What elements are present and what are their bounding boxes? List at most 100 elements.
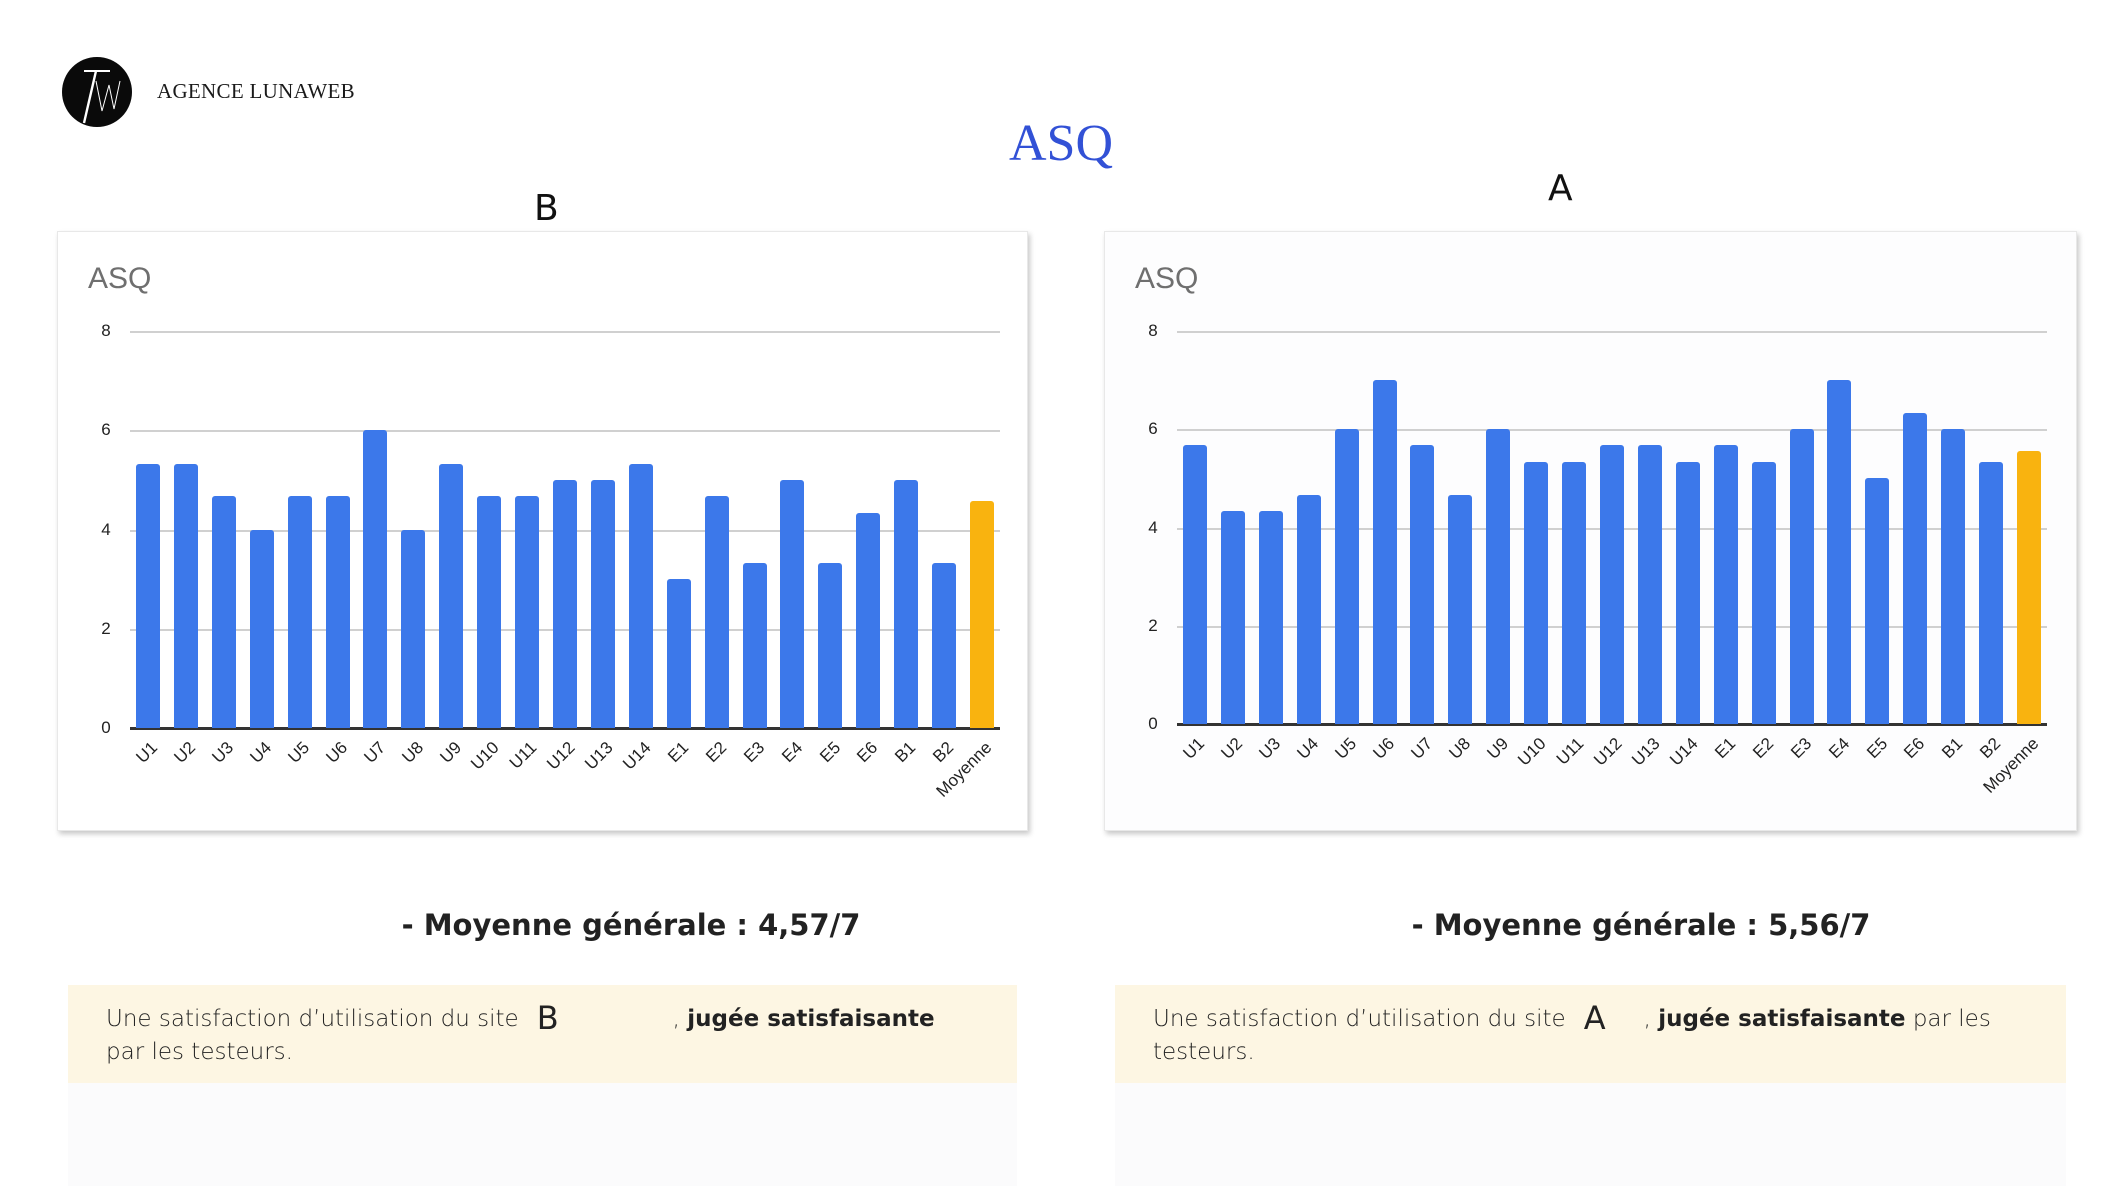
x-tick-label: U7 bbox=[1407, 734, 1436, 763]
x-tick-label: E5 bbox=[815, 738, 844, 767]
bar-slot: U1 bbox=[133, 331, 161, 767]
bar[interactable] bbox=[363, 430, 388, 728]
bar-slot: U14 bbox=[1666, 331, 1701, 769]
bar-slot: B1 bbox=[1938, 331, 1967, 762]
bar[interactable] bbox=[1183, 445, 1207, 724]
x-tick-label: U14 bbox=[1665, 734, 1702, 770]
bar[interactable] bbox=[136, 463, 160, 728]
bar-slot: U7 bbox=[1407, 331, 1436, 763]
gridline bbox=[130, 331, 1000, 333]
bar[interactable] bbox=[1296, 494, 1321, 724]
bar-slot: E4 bbox=[778, 331, 806, 766]
note-suffix: par les testeurs. bbox=[1153, 1006, 1991, 1065]
bar-slot: U3 bbox=[1255, 331, 1284, 763]
bar[interactable] bbox=[1372, 380, 1397, 724]
bar[interactable] bbox=[742, 562, 767, 728]
bar[interactable] bbox=[1334, 429, 1359, 724]
average-bar[interactable] bbox=[2016, 450, 2041, 724]
bar[interactable] bbox=[780, 479, 805, 728]
bar[interactable] bbox=[628, 463, 653, 728]
bar-slot: U8 bbox=[1445, 331, 1474, 763]
bar[interactable] bbox=[1410, 445, 1435, 724]
bar[interactable] bbox=[1713, 445, 1738, 724]
conclusion-note-a: Une satisfaction d’utilisation du site A,… bbox=[1115, 985, 2066, 1083]
bar-slot: E4 bbox=[1825, 331, 1853, 762]
bar[interactable] bbox=[1903, 413, 1928, 724]
bar[interactable] bbox=[1941, 429, 1966, 724]
bar[interactable] bbox=[1979, 462, 2004, 724]
bar[interactable] bbox=[1751, 462, 1776, 724]
bar[interactable] bbox=[1486, 429, 1511, 724]
note-emphasis: jugée satisfaisante bbox=[687, 1006, 935, 1032]
bar[interactable] bbox=[401, 529, 426, 728]
average-bar[interactable] bbox=[969, 501, 994, 728]
bar-slot: U8 bbox=[398, 331, 427, 767]
chart-title: ASQ bbox=[88, 262, 152, 295]
chart-card-b: ASQ 0 2 4 6 8 U1 U2 U3 U4 U5 U6 U7 U8 U9 U10 U11 U12 U13 U… bbox=[57, 231, 1028, 831]
bar-slot: U9 bbox=[436, 331, 465, 767]
bar-slot: B2 bbox=[1976, 331, 2004, 762]
bar[interactable] bbox=[1675, 462, 1700, 724]
bar-slot: U13 bbox=[581, 331, 616, 773]
bar[interactable] bbox=[1524, 462, 1549, 724]
bar[interactable] bbox=[1220, 511, 1245, 724]
bar[interactable] bbox=[173, 463, 198, 728]
x-tick-label: U13 bbox=[580, 738, 617, 774]
x-tick-label: U11 bbox=[1552, 734, 1588, 769]
x-tick-label: B2 bbox=[929, 738, 958, 767]
note-emphasis: jugée satisfaisante bbox=[1658, 1006, 1906, 1032]
bar[interactable] bbox=[818, 562, 843, 728]
conclusion-note-b: Une satisfaction d’utilisation du site B,… bbox=[68, 985, 1017, 1083]
bar-slot: U11 bbox=[1553, 331, 1587, 769]
bar[interactable] bbox=[287, 496, 312, 728]
note-text: Une satisfaction d’utilisation du site bbox=[1153, 1006, 1566, 1032]
bar[interactable] bbox=[477, 496, 502, 728]
x-tick-label: U11 bbox=[505, 738, 541, 773]
x-tick-label: E4 bbox=[1824, 734, 1853, 763]
bar-slot: U10 bbox=[467, 331, 503, 773]
bar-slot: E1 bbox=[1711, 331, 1739, 762]
bar-slot: U13 bbox=[1628, 331, 1663, 769]
bar[interactable] bbox=[1599, 445, 1624, 724]
bar-slot: U4 bbox=[246, 331, 275, 767]
bar-slot: U7 bbox=[360, 331, 389, 767]
x-axis-line bbox=[130, 727, 1000, 730]
x-tick-label: B1 bbox=[891, 738, 920, 767]
x-tick-label: E6 bbox=[853, 738, 882, 767]
bar-slot: E3 bbox=[1787, 331, 1815, 762]
gridline bbox=[1177, 331, 2047, 333]
x-tick-label: U7 bbox=[360, 738, 389, 767]
x-tick-label: E2 bbox=[701, 738, 731, 767]
bar[interactable] bbox=[439, 463, 464, 728]
bar[interactable] bbox=[249, 529, 274, 728]
bar[interactable] bbox=[211, 496, 236, 728]
bar[interactable] bbox=[1865, 478, 1890, 724]
bar[interactable] bbox=[1637, 445, 1662, 724]
y-tick-label: 4 bbox=[101, 519, 111, 539]
bar[interactable] bbox=[1789, 429, 1814, 724]
bar[interactable] bbox=[325, 496, 350, 728]
x-tick-label: U8 bbox=[397, 738, 427, 767]
bar[interactable] bbox=[1258, 511, 1283, 724]
bar[interactable] bbox=[1827, 380, 1852, 724]
bar[interactable] bbox=[704, 496, 729, 728]
bar[interactable] bbox=[1562, 462, 1587, 724]
bar[interactable] bbox=[590, 479, 615, 728]
bar[interactable] bbox=[515, 496, 540, 728]
x-tick-label: U6 bbox=[1369, 734, 1398, 763]
bar[interactable] bbox=[1448, 494, 1473, 724]
bar-slot: E2 bbox=[1749, 331, 1777, 762]
x-tick-label: B1 bbox=[1938, 734, 1967, 763]
x-tick-label: U4 bbox=[246, 738, 276, 767]
bar[interactable] bbox=[666, 579, 691, 728]
bar-slot: E5 bbox=[1863, 331, 1891, 762]
note-site-letter: A bbox=[1583, 999, 1606, 1037]
bar[interactable] bbox=[856, 513, 881, 728]
bar[interactable] bbox=[894, 479, 919, 728]
x-tick-label: E3 bbox=[739, 738, 768, 767]
bar-slot: Moyenne bbox=[1979, 331, 2042, 797]
bar[interactable] bbox=[932, 562, 957, 728]
bar-slot: E2 bbox=[702, 331, 730, 766]
bar[interactable] bbox=[552, 479, 577, 728]
y-tick-label: 8 bbox=[1148, 321, 1158, 340]
